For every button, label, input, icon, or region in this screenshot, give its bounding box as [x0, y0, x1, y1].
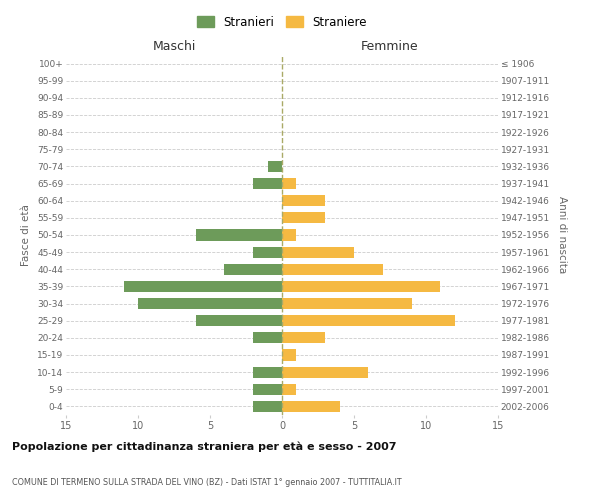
Bar [282, 315, 455, 326]
Legend: Stranieri, Straniere: Stranieri, Straniere [193, 11, 371, 34]
Bar [282, 195, 325, 206]
Bar [282, 401, 340, 412]
Text: COMUNE DI TERMENO SULLA STRADA DEL VINO (BZ) - Dati ISTAT 1° gennaio 2007 - TUTT: COMUNE DI TERMENO SULLA STRADA DEL VINO … [12, 478, 401, 487]
Text: Maschi: Maschi [152, 40, 196, 52]
Bar [253, 246, 282, 258]
Bar [282, 212, 325, 224]
Bar [282, 384, 296, 395]
Text: Femmine: Femmine [361, 40, 419, 52]
Bar [196, 230, 282, 240]
Bar [282, 281, 440, 292]
Bar [196, 315, 282, 326]
Bar [282, 264, 383, 275]
Y-axis label: Anni di nascita: Anni di nascita [557, 196, 566, 274]
Bar [282, 230, 296, 240]
Bar [282, 350, 296, 360]
Bar [282, 366, 368, 378]
Bar [282, 298, 412, 309]
Bar [282, 246, 354, 258]
Text: Popolazione per cittadinanza straniera per età e sesso - 2007: Popolazione per cittadinanza straniera p… [12, 442, 397, 452]
Bar [138, 298, 282, 309]
Bar [253, 384, 282, 395]
Bar [282, 178, 296, 189]
Bar [253, 332, 282, 344]
Bar [253, 366, 282, 378]
Bar [282, 332, 325, 344]
Bar [253, 178, 282, 189]
Bar [253, 401, 282, 412]
Bar [224, 264, 282, 275]
Bar [268, 161, 282, 172]
Bar [124, 281, 282, 292]
Y-axis label: Fasce di età: Fasce di età [22, 204, 31, 266]
